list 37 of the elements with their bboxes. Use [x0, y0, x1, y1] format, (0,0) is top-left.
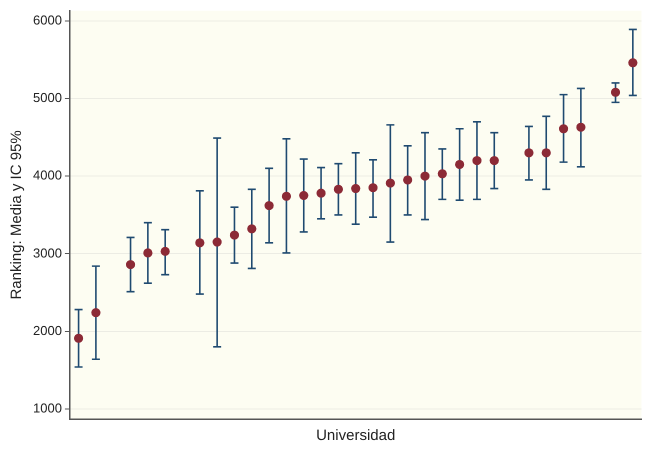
point: [368, 183, 378, 192]
point: [438, 169, 447, 178]
point: [299, 191, 308, 200]
point: [195, 238, 204, 248]
y-tick-label: 6000: [33, 12, 62, 28]
point: [74, 334, 84, 343]
point: [386, 178, 395, 188]
point: [420, 172, 430, 181]
point: [542, 148, 551, 158]
point: [143, 248, 152, 258]
point: [282, 192, 291, 201]
point: [576, 122, 586, 132]
point: [230, 230, 239, 240]
x-axis-title: Universidad: [316, 427, 396, 444]
point: [160, 246, 170, 256]
point: [472, 156, 482, 166]
y-tick-label: 2000: [33, 322, 62, 338]
y-tick-label: 4000: [33, 168, 62, 183]
y-tick-label: 5000: [33, 90, 62, 106]
point: [247, 224, 256, 234]
point: [334, 184, 343, 194]
point: [524, 148, 534, 158]
point: [264, 201, 274, 210]
point: [559, 124, 568, 134]
point: [351, 184, 360, 194]
point: [316, 188, 326, 198]
point: [126, 260, 136, 270]
point: [212, 238, 222, 247]
y-tick-label: 1000: [33, 400, 62, 416]
y-axis-title: Ranking: Media y IC 95%: [8, 130, 26, 300]
point: [91, 308, 100, 318]
point: [611, 88, 620, 97]
point: [490, 156, 499, 166]
point: [403, 175, 412, 184]
point: [628, 58, 638, 68]
point: [455, 160, 464, 169]
y-tick-label: 3000: [33, 245, 62, 260]
